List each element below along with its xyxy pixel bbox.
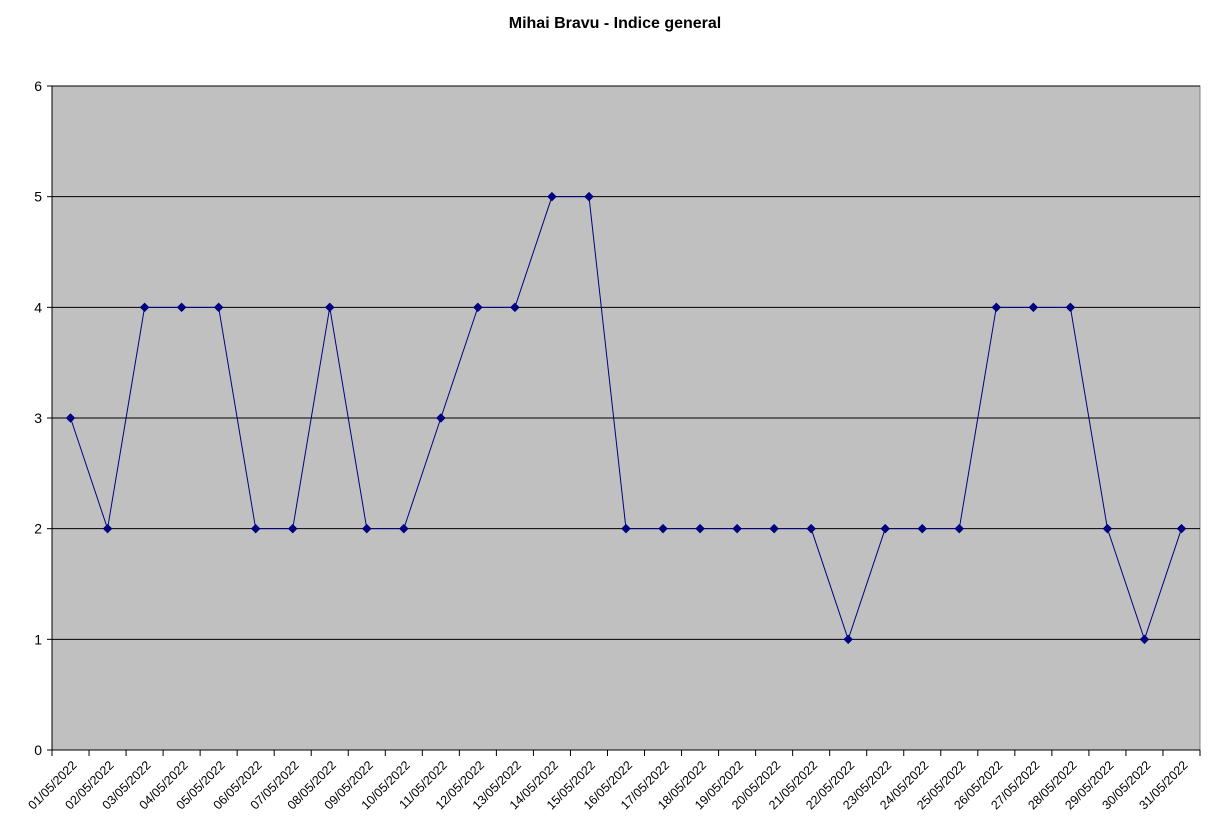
data-point — [324, 302, 335, 313]
data-point — [843, 634, 854, 645]
data-point — [880, 523, 891, 534]
y-tick-label: 5 — [34, 189, 42, 205]
data-point — [250, 523, 261, 534]
y-tick-label: 4 — [34, 299, 42, 315]
y-tick-label: 1 — [34, 631, 42, 647]
data-point — [695, 523, 705, 534]
data-point — [287, 523, 298, 534]
data-point — [621, 523, 631, 534]
data-point — [510, 302, 520, 313]
gridlines — [52, 85, 1200, 640]
data-point — [361, 523, 372, 534]
data-point — [473, 302, 483, 313]
series — [65, 191, 1187, 645]
data-point — [917, 523, 928, 534]
data-point — [1139, 634, 1150, 645]
data-point — [65, 413, 76, 423]
y-tick-label: 6 — [34, 78, 42, 94]
data-point — [769, 523, 779, 534]
data-point — [1102, 523, 1113, 534]
data-point — [991, 302, 1002, 313]
data-point — [176, 302, 187, 313]
data-point — [1176, 523, 1187, 534]
y-axis-ticks: 0 1 2 3 4 5 6 — [34, 78, 52, 758]
data-point — [732, 523, 742, 534]
data-point — [806, 523, 817, 534]
y-tick-label: 0 — [34, 742, 42, 758]
y-tick-label: 2 — [34, 521, 42, 537]
chart-title: Mihai Bravu - Indice general — [509, 15, 722, 32]
data-point — [398, 523, 409, 534]
data-point — [102, 523, 113, 534]
data-point — [954, 523, 965, 534]
data-point — [547, 191, 557, 202]
data-point — [584, 191, 594, 202]
data-point — [1028, 302, 1039, 313]
data-point — [1065, 302, 1076, 313]
x-axis-ticks: 01/05/202202/05/202203/05/202204/05/2022… — [25, 750, 1201, 812]
data-point — [658, 523, 668, 534]
y-tick-label: 3 — [34, 410, 42, 426]
data-point — [213, 302, 224, 313]
data-point — [139, 302, 150, 313]
data-point — [435, 413, 446, 423]
